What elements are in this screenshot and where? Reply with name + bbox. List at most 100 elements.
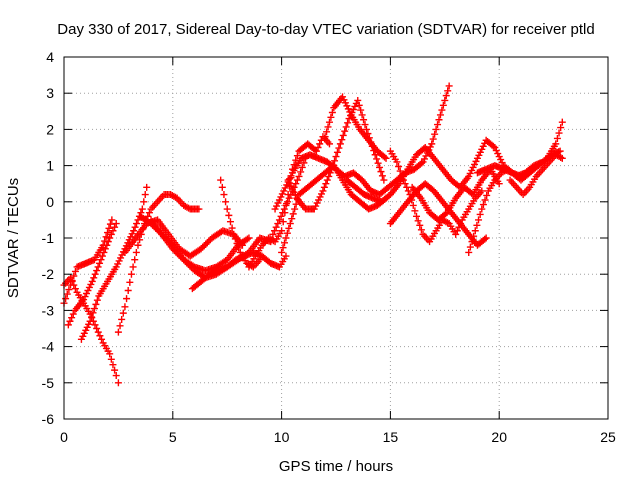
data-point xyxy=(281,239,289,247)
data-point xyxy=(217,176,225,184)
data-point xyxy=(145,209,153,217)
data-point xyxy=(381,153,389,161)
data-point xyxy=(138,205,146,213)
data-point xyxy=(185,204,193,212)
y-tick-label: -4 xyxy=(42,339,55,355)
data-point xyxy=(435,116,443,124)
data-point xyxy=(360,116,368,124)
data-point xyxy=(71,267,79,275)
data-point xyxy=(445,82,453,90)
data-point xyxy=(431,130,439,138)
data-point xyxy=(432,125,440,133)
data-point xyxy=(314,144,322,151)
data-point xyxy=(284,198,292,206)
data-point xyxy=(107,230,115,238)
data-point xyxy=(452,230,460,238)
data-point xyxy=(322,180,330,188)
chart-title: Day 330 of 2017, Sidereal Day-to-day VTE… xyxy=(57,21,594,38)
data-point xyxy=(119,309,127,317)
data-point xyxy=(361,121,369,129)
data-point xyxy=(109,361,117,369)
data-point xyxy=(286,220,294,228)
data-point xyxy=(293,176,301,184)
data-point xyxy=(68,277,76,285)
data-point xyxy=(466,243,474,251)
data-point xyxy=(93,267,101,275)
data-point xyxy=(439,101,447,109)
data-point xyxy=(434,121,442,129)
data-point xyxy=(428,140,436,148)
y-tick-label: -1 xyxy=(42,230,55,246)
data-point xyxy=(475,216,483,224)
data-point xyxy=(489,142,497,150)
data-point xyxy=(471,227,479,235)
data-point xyxy=(245,234,253,242)
data-point xyxy=(558,118,566,126)
data-point xyxy=(112,372,120,380)
data-point xyxy=(357,106,365,114)
data-point xyxy=(272,223,280,231)
x-tick-label: 5 xyxy=(169,429,177,445)
data-point xyxy=(371,151,379,159)
data-point xyxy=(414,217,422,225)
data-point xyxy=(416,221,424,229)
x-tick-label: 15 xyxy=(383,429,399,445)
data-point xyxy=(441,96,449,104)
data-point xyxy=(323,128,331,136)
data-point xyxy=(312,147,320,155)
data-point xyxy=(218,183,226,191)
data-point xyxy=(283,229,291,237)
data-point xyxy=(344,119,352,127)
data-point xyxy=(118,315,126,323)
data-point xyxy=(141,191,149,199)
data-point xyxy=(102,233,110,241)
data-point xyxy=(131,223,139,231)
data-point xyxy=(101,245,109,253)
data-point xyxy=(103,241,111,249)
y-tick-label: 2 xyxy=(46,121,54,137)
data-point xyxy=(114,379,122,387)
data-point xyxy=(235,244,243,252)
data-point xyxy=(67,281,75,289)
y-tick-label: -6 xyxy=(42,411,55,427)
data-point xyxy=(342,123,350,131)
data-point xyxy=(269,230,277,238)
data-point xyxy=(557,124,565,132)
data-point xyxy=(279,209,287,217)
data-point xyxy=(159,232,167,240)
y-axis-label: SDTVAR / TECUs xyxy=(5,178,22,298)
data-point xyxy=(195,205,203,213)
data-point xyxy=(376,163,384,171)
data-point xyxy=(166,238,174,246)
data-point xyxy=(98,252,106,260)
data-point xyxy=(328,165,336,173)
data-point xyxy=(90,274,98,282)
data-point xyxy=(277,212,285,220)
data-point xyxy=(417,226,425,234)
x-tick-label: 10 xyxy=(274,429,290,445)
data-point xyxy=(558,154,566,162)
data-point xyxy=(220,191,228,199)
data-point xyxy=(64,321,72,329)
data-point xyxy=(476,210,484,218)
data-point xyxy=(327,113,335,121)
data-point xyxy=(202,240,210,248)
data-point xyxy=(88,277,96,285)
data-point xyxy=(63,290,71,298)
data-point xyxy=(398,172,406,180)
data-point xyxy=(328,109,336,117)
data-point xyxy=(226,218,234,226)
data-point xyxy=(339,131,347,139)
data-point xyxy=(230,230,238,238)
data-point xyxy=(104,238,112,246)
data-point xyxy=(354,96,362,104)
data-point xyxy=(127,270,135,278)
data-point xyxy=(285,194,293,202)
data-point xyxy=(131,256,139,264)
data-point xyxy=(335,144,343,152)
y-tick-label: 1 xyxy=(46,158,54,174)
data-point xyxy=(297,168,305,176)
data-point xyxy=(483,191,491,199)
data-point xyxy=(132,248,140,256)
data-point xyxy=(481,235,489,243)
